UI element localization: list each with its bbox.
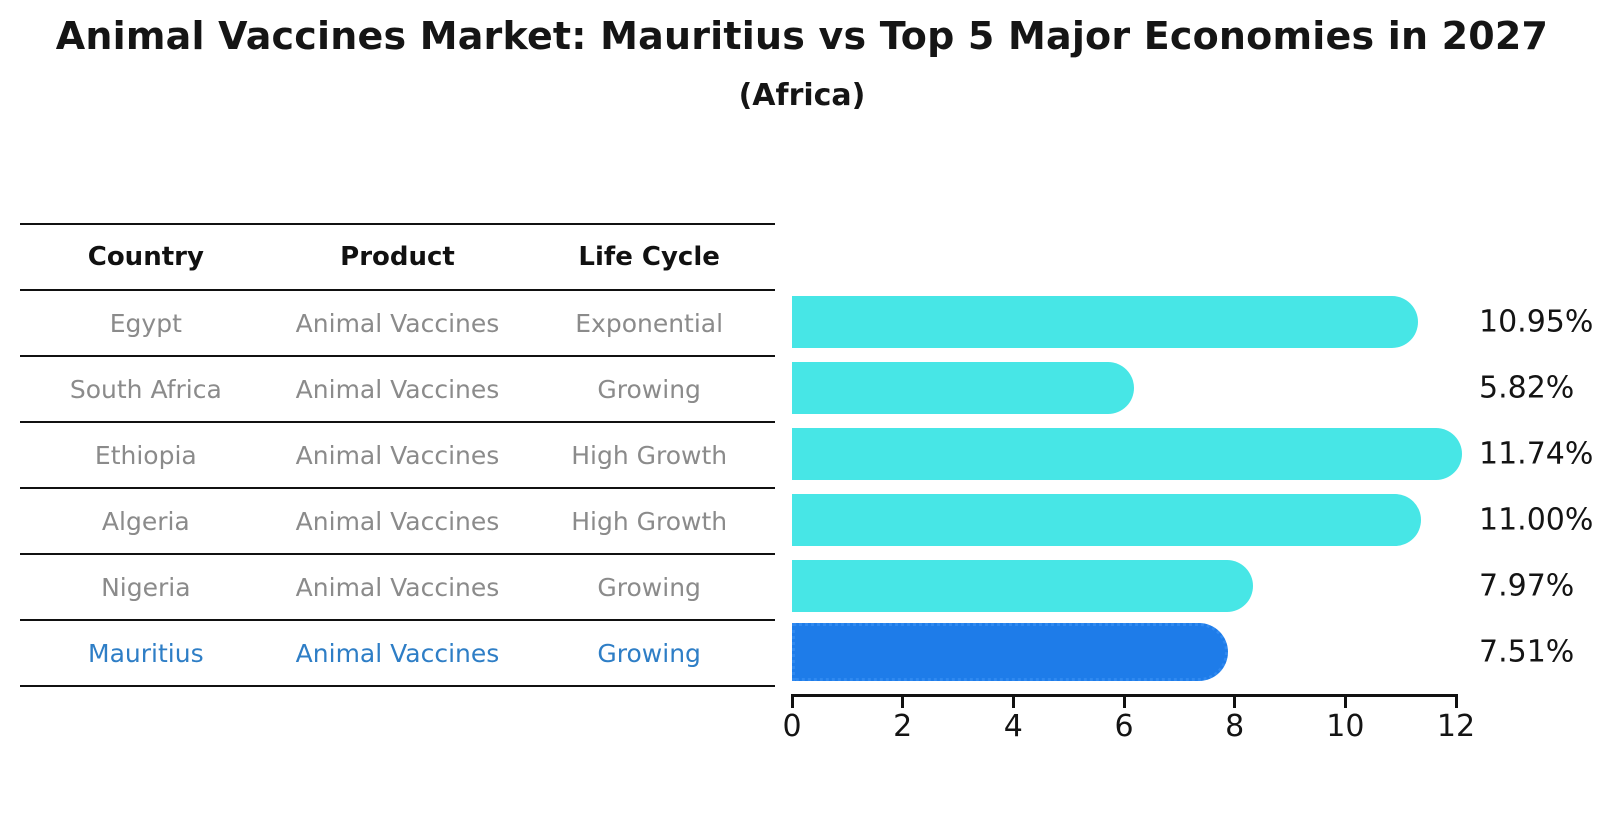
cell-product: Animal Vaccines [295, 572, 500, 602]
x-tick [790, 694, 794, 708]
x-tick-label: 4 [1003, 709, 1023, 744]
x-tick-label: 6 [1114, 709, 1134, 744]
cell-country: South Africa [69, 374, 222, 404]
header-country: Country [87, 242, 204, 272]
chart-title: Animal Vaccines Market: Mauritius vs Top… [55, 14, 1549, 58]
bar-algeria [792, 494, 1421, 546]
comparison-table: Country Product Life Cycle Egypt Animal V… [20, 223, 775, 687]
cell-country: Ethiopia [94, 440, 197, 470]
bar-ethiopia [792, 428, 1462, 480]
x-tick [1011, 694, 1015, 708]
value-label-nigeria: 7.97% [1479, 568, 1575, 604]
cell-product: Animal Vaccines [295, 638, 500, 668]
chart-subtitle: (Africa) [738, 78, 866, 113]
x-tick-label: 10 [1326, 709, 1365, 744]
cell-product: Animal Vaccines [295, 374, 500, 404]
x-tick-label: 2 [893, 709, 913, 744]
cell-country: Egypt [109, 308, 182, 338]
value-label-ethiopia: 11.74% [1479, 436, 1594, 472]
table-body: Egypt Animal Vaccines Exponential South Afr… [20, 291, 775, 687]
cell-country: Mauritius [88, 638, 204, 668]
value-label-egypt: 10.95% [1479, 304, 1594, 340]
cell-product: Animal Vaccines [295, 308, 500, 338]
x-tick [1454, 694, 1458, 708]
x-tick [1233, 694, 1237, 708]
value-label-south-africa: 5.82% [1479, 370, 1575, 406]
cell-life-cycle: Growing [597, 572, 701, 602]
x-tick-label: 12 [1436, 709, 1476, 744]
table-row-algeria: Algeria Animal Vaccines High Growth [20, 489, 775, 555]
bar-chart-plot: 10.95% 5.82% 11.74% 11.00% 7.97% 7.51% 0 2 4 6 8 10… [782, 223, 1593, 744]
table-row-ethiopia: Ethiopia Animal Vaccines High Growth [20, 423, 775, 489]
bar-south-africa [792, 362, 1135, 414]
bar-nigeria [792, 560, 1253, 612]
cell-life-cycle: High Growth [571, 440, 728, 470]
table-row-mauritius: Mauritius Animal Vaccines Growing [20, 621, 775, 687]
header-life-cycle: Life Cycle [578, 242, 720, 272]
value-label-algeria: 11.00% [1479, 502, 1594, 538]
cell-product: Animal Vaccines [295, 440, 500, 470]
table-header-row: Country Product Life Cycle [20, 225, 775, 291]
bar-egypt [792, 296, 1418, 348]
cell-life-cycle: Growing [597, 374, 701, 404]
x-tick-label: 0 [782, 709, 802, 744]
cell-product: Animal Vaccines [295, 506, 500, 536]
header-product: Product [340, 242, 455, 272]
cell-country: Algeria [101, 506, 190, 536]
x-tick [1122, 694, 1126, 708]
cell-life-cycle: Growing [597, 638, 701, 668]
value-label-mauritius: 7.51% [1479, 634, 1575, 670]
cell-country: Nigeria [101, 572, 191, 602]
table-row-nigeria: Nigeria Animal Vaccines Growing [20, 555, 775, 621]
x-tick-label: 8 [1225, 709, 1245, 744]
table-row-south-africa: South Africa Animal Vaccines Growing [20, 357, 775, 423]
cell-life-cycle: High Growth [571, 506, 728, 536]
x-tick [1343, 694, 1347, 708]
x-tick [901, 694, 905, 708]
cell-life-cycle: Exponential [575, 308, 724, 338]
table-row-egypt: Egypt Animal Vaccines Exponential [20, 291, 775, 357]
bar-mauritius [792, 623, 1228, 681]
